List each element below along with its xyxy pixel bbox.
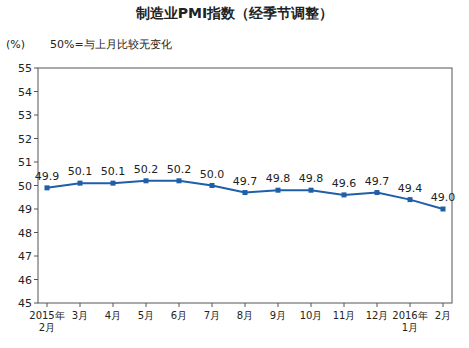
y-tick [34, 138, 38, 139]
x-tick [278, 303, 279, 307]
data-label: 49.4 [398, 182, 423, 195]
chart: 制造业PMI指数（经季节调整） (%) 50%=与上月比较无变化 45 46 47 48 49… [0, 0, 469, 348]
x-tick-label: 12月 [366, 310, 389, 321]
x-tick [179, 303, 180, 307]
marker [177, 178, 182, 183]
y-tick [34, 68, 38, 69]
x-tick [443, 303, 444, 307]
data-label: 49.9 [35, 170, 60, 183]
data-label: 49.7 [233, 175, 258, 188]
y-tick [34, 256, 38, 257]
x-tick-label-part: 2016年 [392, 310, 427, 321]
x-tick [47, 303, 48, 307]
x-tick [212, 303, 213, 307]
y-tick-label: 52 [18, 133, 32, 146]
y-tick [34, 303, 38, 304]
x-tick [311, 303, 312, 307]
x-tick-label: 10月 [300, 310, 323, 321]
data-label: 49.6 [332, 177, 357, 190]
marker [111, 181, 116, 186]
marker [408, 197, 413, 202]
marker [78, 181, 83, 186]
x-tick-label: 9月 [270, 310, 286, 321]
marker [45, 185, 50, 190]
x-tick-label: 4月 [105, 310, 121, 321]
y-tick [34, 162, 38, 163]
x-tick-label: 6月 [171, 310, 187, 321]
data-label: 50.1 [68, 165, 93, 178]
x-tick-label: 11月 [333, 310, 356, 321]
x-tick-label: 3月 [72, 310, 88, 321]
data-label: 49.8 [266, 172, 291, 185]
x-tick-label: 2月 [435, 310, 451, 321]
marker [210, 183, 215, 188]
y-tick-label: 48 [18, 227, 32, 240]
marker [144, 178, 149, 183]
y-tick-label: 54 [18, 86, 32, 99]
y-tick-label: 45 [18, 297, 32, 310]
marker [276, 188, 281, 193]
x-tick-label-part: 1月 [402, 322, 418, 333]
data-label: 49.8 [299, 172, 324, 185]
x-tick [80, 303, 81, 307]
y-tick [34, 279, 38, 280]
x-tick-label-part: 2015年 [29, 310, 64, 321]
data-label: 50.0 [200, 168, 225, 181]
x-tick [344, 303, 345, 307]
data-label: 50.1 [101, 165, 126, 178]
x-tick-label: 2016年1月 [392, 310, 427, 333]
title: 制造业PMI指数（经季节调整） [135, 5, 333, 21]
x-tick [245, 303, 246, 307]
data-label: 49.7 [365, 175, 390, 188]
y-tick-label: 49 [18, 203, 32, 216]
y-tick [34, 185, 38, 186]
x-tick-label: 7月 [204, 310, 220, 321]
marker [243, 190, 248, 195]
y-tick [34, 232, 38, 233]
x-tick-label: 8月 [237, 310, 253, 321]
y-tick-label: 53 [18, 109, 32, 122]
annotation: 50%=与上月比较无变化 [50, 38, 172, 51]
marker [309, 188, 314, 193]
plot-frame [38, 68, 452, 303]
marker [441, 207, 446, 212]
y-tick-label: 51 [18, 156, 32, 169]
data-label: 50.2 [167, 163, 192, 176]
y-tick-label: 55 [18, 62, 32, 75]
x-tick [377, 303, 378, 307]
data-label: 49.0 [431, 191, 456, 204]
data-label: 50.2 [134, 163, 159, 176]
y-tick [34, 91, 38, 92]
x-tick-label-part: 2月 [39, 322, 55, 333]
x-tick-label: 2015年2月 [29, 310, 64, 333]
y-label: (%) [6, 38, 25, 51]
y-tick-label: 50 [18, 180, 32, 193]
marker [342, 192, 347, 197]
x-tick [146, 303, 147, 307]
x-tick-label: 5月 [138, 310, 154, 321]
y-tick-label: 47 [18, 250, 32, 263]
marker [375, 190, 380, 195]
x-tick [410, 303, 411, 307]
y-tick [34, 115, 38, 116]
x-tick [113, 303, 114, 307]
y-tick [34, 209, 38, 210]
y-tick-label: 46 [18, 274, 32, 287]
